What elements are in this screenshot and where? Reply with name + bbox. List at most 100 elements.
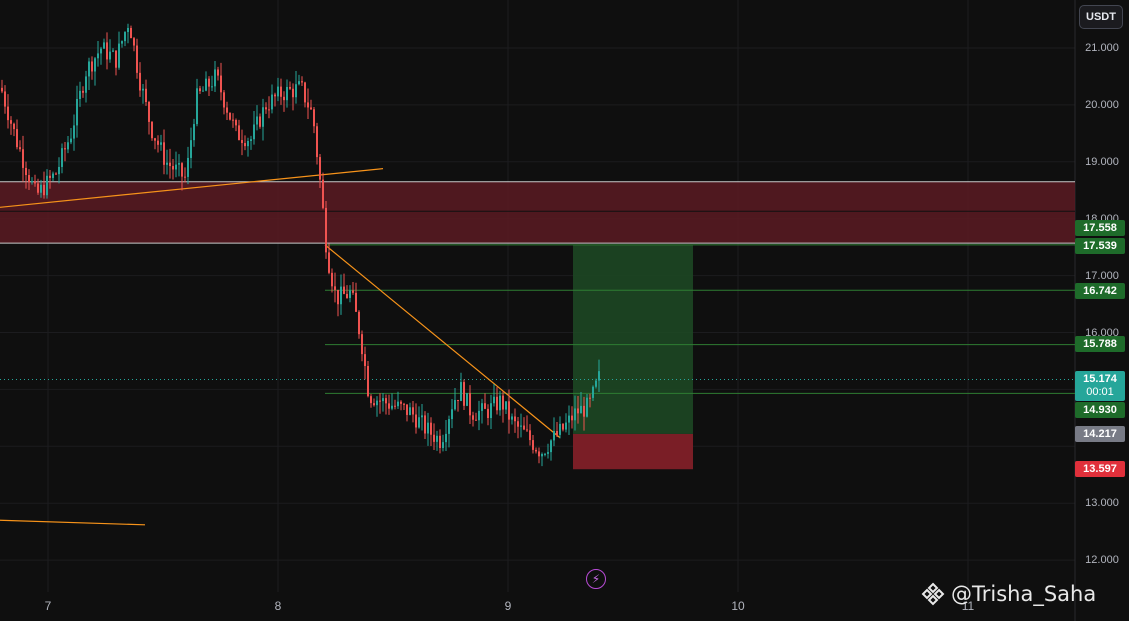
candle — [142, 83, 144, 104]
candle — [394, 399, 396, 410]
candle — [187, 146, 189, 185]
candle — [403, 402, 405, 411]
candle — [319, 154, 321, 188]
candle — [265, 102, 267, 114]
descending-trendline — [324, 244, 561, 439]
candle — [334, 272, 336, 303]
price-axis-label: 16.000 — [1085, 326, 1119, 339]
candle — [250, 135, 252, 150]
candle — [436, 430, 438, 451]
candle — [373, 398, 375, 407]
stop-loss-zone — [573, 433, 693, 470]
candle — [1, 79, 3, 94]
candle — [40, 179, 42, 198]
candle — [559, 416, 561, 439]
candle — [52, 171, 54, 182]
price-axis-label: 13.000 — [1085, 497, 1119, 510]
candle — [127, 23, 129, 44]
current-price-tag: 15.174 00:01 — [1075, 371, 1125, 401]
candle — [199, 85, 201, 94]
candle — [367, 360, 369, 398]
candle — [343, 273, 345, 295]
candle — [82, 86, 84, 98]
candle — [109, 39, 111, 63]
candle — [322, 172, 324, 210]
candle — [478, 400, 480, 431]
time-axis-label: 9 — [504, 599, 512, 613]
candle — [352, 281, 354, 295]
candle — [136, 38, 138, 79]
candle — [262, 98, 264, 141]
profit-zone — [573, 244, 693, 434]
candle — [577, 396, 579, 424]
candle — [226, 101, 228, 120]
candle — [160, 134, 162, 151]
candle — [97, 41, 99, 67]
candle — [475, 412, 477, 421]
candle — [238, 119, 240, 141]
candle — [100, 46, 102, 65]
candle — [67, 136, 69, 154]
candle — [499, 390, 501, 416]
candle — [94, 57, 96, 86]
candle — [427, 412, 429, 446]
candle — [544, 452, 546, 457]
binance-icon — [921, 582, 945, 606]
lower-trendline — [0, 519, 146, 526]
candle — [49, 170, 51, 189]
current-price-value: 15.174 — [1083, 373, 1117, 385]
candle — [586, 393, 588, 418]
candle — [148, 100, 150, 135]
candle — [124, 31, 126, 47]
candle — [496, 387, 498, 415]
candle — [550, 439, 552, 461]
candle — [211, 75, 213, 91]
time-axis-label: 8 — [274, 599, 282, 613]
candle — [553, 417, 555, 447]
candle — [76, 85, 78, 138]
candle — [547, 443, 549, 459]
candle — [382, 393, 384, 412]
candle — [184, 167, 186, 183]
candle — [526, 415, 528, 432]
time-axis-label: 7 — [44, 599, 52, 613]
candle — [244, 135, 246, 151]
candle — [70, 128, 72, 145]
candle — [223, 90, 225, 115]
currency-button[interactable]: USDT — [1079, 5, 1123, 29]
candle — [280, 78, 282, 105]
candle — [232, 113, 234, 128]
candle — [64, 141, 66, 162]
price-tag: 16.742 — [1075, 283, 1125, 299]
candle — [535, 447, 537, 454]
candle — [388, 394, 390, 415]
candle — [91, 56, 93, 80]
countdown-value: 00:01 — [1086, 386, 1114, 398]
price-axis-label: 17.000 — [1085, 269, 1119, 282]
candle — [433, 423, 435, 451]
candle — [118, 31, 120, 70]
candle — [112, 48, 114, 53]
lightning-icon[interactable]: ⚡ — [586, 569, 606, 589]
candle — [220, 62, 222, 101]
candle — [511, 413, 513, 425]
candle — [355, 282, 357, 313]
candle — [271, 84, 273, 114]
candle — [103, 38, 105, 49]
candle — [508, 389, 510, 434]
candle — [505, 401, 507, 415]
candle — [13, 122, 15, 137]
candle — [166, 149, 168, 175]
candle — [445, 419, 447, 451]
candle — [565, 413, 567, 433]
candle — [370, 394, 372, 408]
candle — [598, 359, 600, 392]
candle — [190, 127, 192, 169]
candle — [379, 393, 381, 414]
candle — [193, 118, 195, 147]
candle — [310, 99, 312, 111]
candle — [463, 379, 465, 411]
candle — [502, 391, 504, 423]
drawings-layer — [0, 168, 1075, 526]
